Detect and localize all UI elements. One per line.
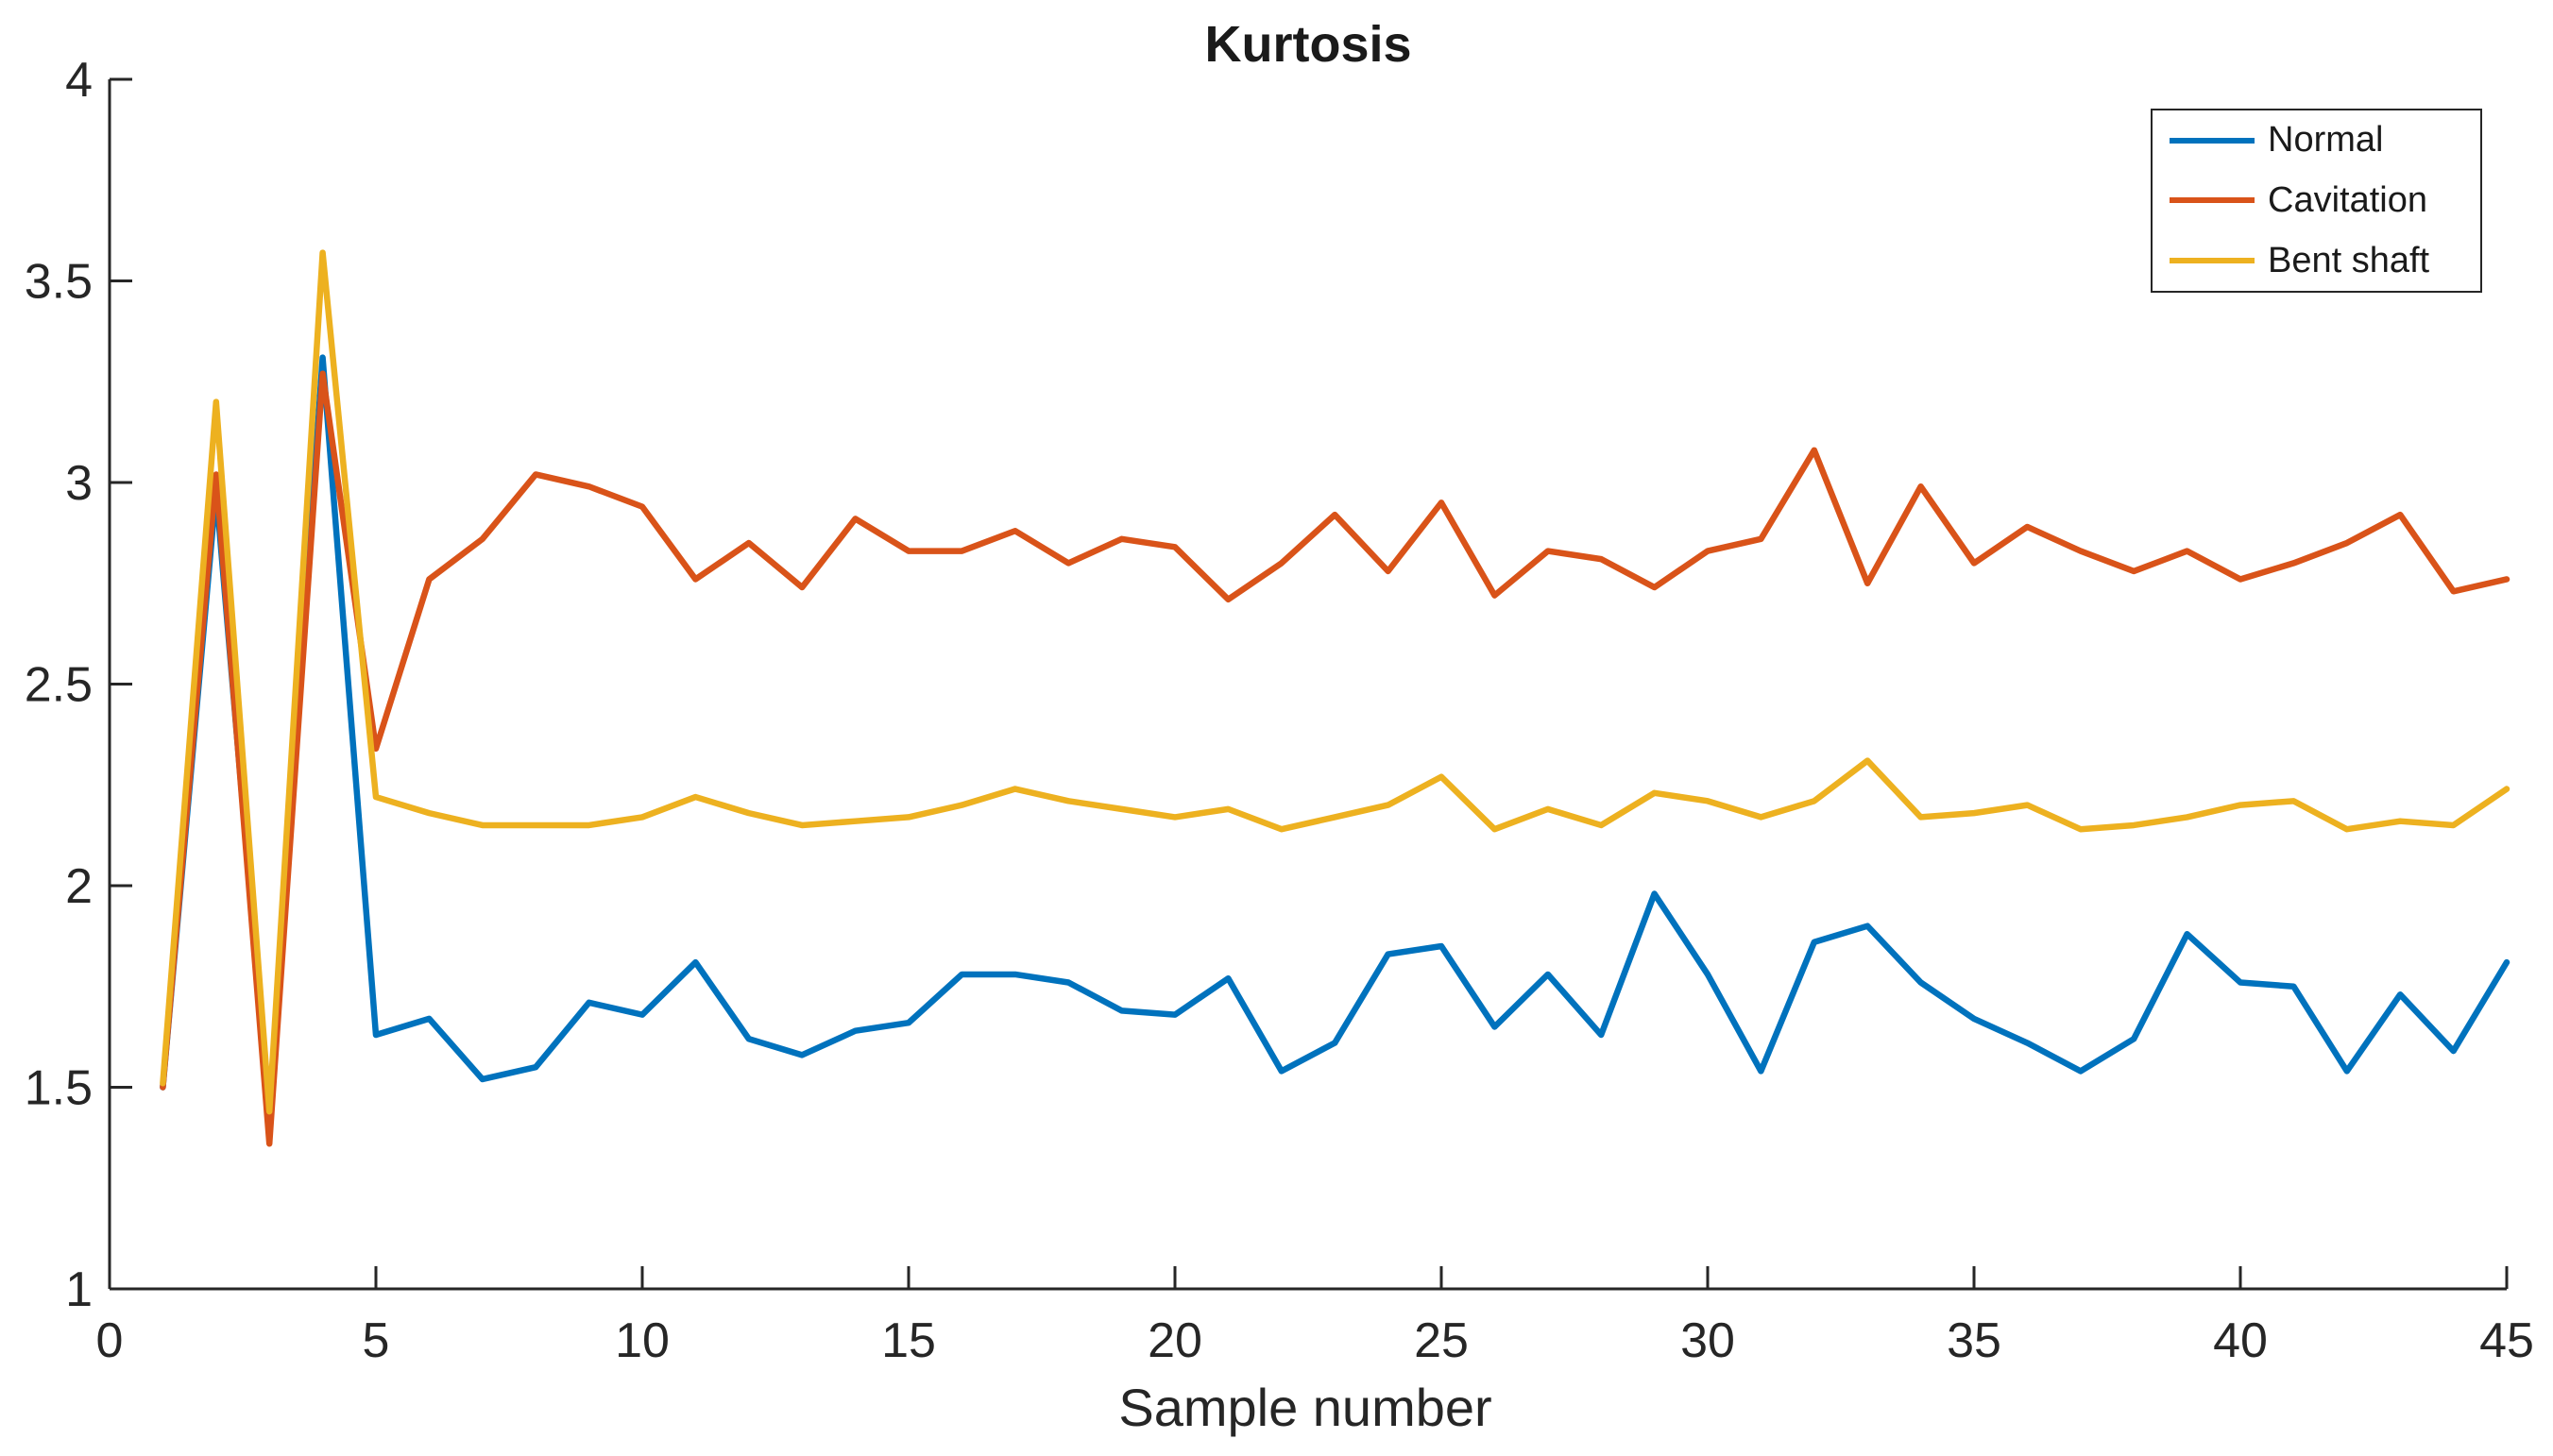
legend-line-swatch (2170, 197, 2255, 204)
x-tick-label: 0 (96, 1313, 124, 1368)
x-tick-label: 30 (1680, 1313, 1735, 1368)
x-tick-label: 35 (1947, 1313, 2001, 1368)
x-axis-label: Sample number (1118, 1378, 1492, 1437)
x-tick-label: 25 (1414, 1313, 1469, 1368)
y-tick-label: 1 (65, 1262, 93, 1317)
series-line-normal (160, 354, 2510, 1123)
y-tick-label: 4 (65, 53, 93, 108)
legend-line-swatch (2170, 258, 2255, 264)
legend-entry-cavitation: Cavitation (2153, 171, 2480, 230)
legend-entry-normal: Normal (2153, 110, 2480, 170)
y-tick-label: 3 (65, 456, 93, 511)
x-tick-label: 40 (2213, 1313, 2268, 1368)
x-tick-label: 20 (1148, 1313, 1202, 1368)
legend-label: Cavitation (2268, 179, 2427, 220)
x-tick-label: 45 (2479, 1313, 2534, 1368)
y-tick-label: 1.5 (25, 1061, 93, 1116)
legend-label: Bent shaft (2268, 240, 2430, 280)
x-tick-label: 5 (363, 1313, 390, 1368)
legend: Normal Cavitation Bent shaft (2151, 109, 2482, 293)
legend-label: Normal (2268, 120, 2384, 161)
chart-title: Kurtosis (1204, 16, 1412, 73)
series-line-cavitation (160, 370, 2510, 1147)
y-tick-label: 2 (65, 859, 93, 914)
legend-entry-bent-shaft: Bent shaft (2153, 231, 2480, 291)
x-tick-label: 10 (615, 1313, 670, 1368)
legend-line-swatch (2170, 137, 2255, 144)
y-tick-label: 2.5 (25, 658, 93, 713)
x-tick-label: 15 (881, 1313, 936, 1368)
series-line-bent-shaft (160, 249, 2510, 1115)
y-tick-label: 3.5 (25, 255, 93, 310)
